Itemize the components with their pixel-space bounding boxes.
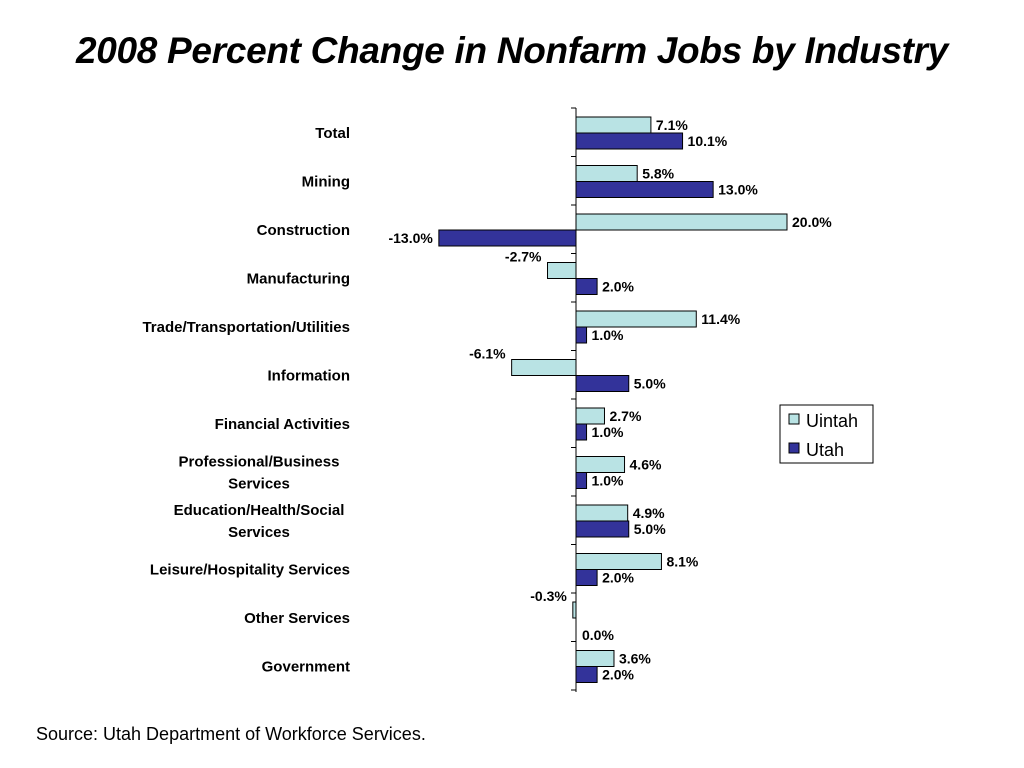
data-label-utah: 5.0% bbox=[634, 521, 666, 537]
category-label: Construction bbox=[257, 222, 350, 239]
category-label: Trade/Transportation/Utilities bbox=[142, 319, 350, 336]
bar-utah bbox=[575, 278, 598, 295]
legend-swatch-uintah bbox=[788, 413, 800, 425]
data-label-uintah: 4.6% bbox=[630, 457, 662, 473]
category-label: Financial Activities bbox=[215, 416, 350, 433]
labels-layer: Total 7.1%10.1% Mining 5.8% 13.0% Constructio… bbox=[142, 117, 832, 683]
source-note: Source: Utah Department of Workforce Ser… bbox=[36, 724, 426, 744]
bar-utah bbox=[575, 666, 598, 683]
legend: Uintah Utah bbox=[779, 404, 874, 464]
category-label: Leisure/Hospitality Services bbox=[150, 562, 350, 579]
data-label-utah: 0.0% bbox=[582, 627, 614, 643]
bars-layer bbox=[438, 116, 788, 683]
category-label: Education/Health/Social bbox=[174, 502, 345, 519]
category-label: Government bbox=[262, 659, 350, 676]
bar-utah bbox=[438, 229, 577, 247]
bar-utah bbox=[575, 472, 588, 489]
category-label: Services bbox=[228, 476, 290, 493]
data-label-utah: 5.0% bbox=[634, 376, 666, 392]
data-label-utah: 1.0% bbox=[592, 424, 624, 440]
data-label-uintah: -0.3% bbox=[530, 588, 567, 604]
legend-swatch-utah bbox=[788, 442, 800, 454]
data-label-uintah: 7.1% bbox=[656, 117, 688, 133]
bar-uintah bbox=[575, 213, 788, 231]
bar-uintah bbox=[572, 601, 577, 619]
data-label-utah: -13.0% bbox=[388, 230, 433, 246]
bar-uintah bbox=[511, 359, 577, 376]
bar-uintah bbox=[575, 650, 615, 667]
data-label-uintah: 11.4% bbox=[701, 311, 740, 327]
data-label-utah: 2.0% bbox=[602, 570, 634, 586]
data-label-utah: 2.0% bbox=[602, 279, 634, 295]
bar-utah bbox=[575, 181, 714, 198]
category-label: Total bbox=[315, 125, 350, 142]
data-label-uintah: 5.8% bbox=[642, 166, 674, 182]
category-label: Services bbox=[228, 524, 290, 541]
data-label-uintah: -2.7% bbox=[505, 249, 542, 265]
legend-label-utah: Utah bbox=[806, 440, 844, 460]
data-label-utah: 13.0% bbox=[718, 182, 758, 198]
data-label-uintah: 20.0% bbox=[792, 214, 832, 230]
data-label-uintah: 3.6% bbox=[619, 651, 651, 667]
bar-utah bbox=[575, 132, 684, 150]
bar-utah bbox=[575, 326, 588, 344]
legend-label-uintah: Uintah bbox=[806, 411, 858, 431]
data-label-uintah: -6.1% bbox=[469, 346, 506, 362]
category-label: Manufacturing bbox=[247, 271, 350, 288]
bar-uintah bbox=[547, 262, 577, 279]
bar-utah bbox=[575, 375, 630, 392]
bar-utah bbox=[575, 520, 630, 538]
data-label-utah: 1.0% bbox=[592, 327, 624, 343]
bar-uintah bbox=[575, 407, 605, 425]
data-label-utah: 1.0% bbox=[592, 473, 624, 489]
bar-uintah bbox=[575, 456, 626, 473]
bar-uintah bbox=[575, 310, 697, 328]
data-label-uintah: 4.9% bbox=[633, 505, 665, 521]
data-label-utah: 2.0% bbox=[602, 667, 634, 683]
bar-uintah bbox=[575, 165, 638, 182]
category-label: Mining bbox=[302, 174, 350, 191]
category-label: Information bbox=[268, 368, 351, 385]
bar-uintah bbox=[575, 116, 652, 134]
category-label: Professional/Business bbox=[179, 454, 340, 471]
chart-title: 2008 Percent Change in Nonfarm Jobs by I… bbox=[75, 30, 949, 71]
bar-uintah bbox=[575, 553, 662, 570]
category-label: Other Services bbox=[244, 610, 350, 627]
bar-uintah bbox=[575, 504, 629, 522]
bar-utah bbox=[575, 569, 598, 586]
data-label-utah: 10.1% bbox=[688, 133, 728, 149]
data-label-uintah: 2.7% bbox=[609, 408, 641, 424]
axis-layer bbox=[571, 107, 577, 692]
data-label-uintah: 8.1% bbox=[666, 554, 698, 570]
bar-utah bbox=[575, 423, 588, 441]
